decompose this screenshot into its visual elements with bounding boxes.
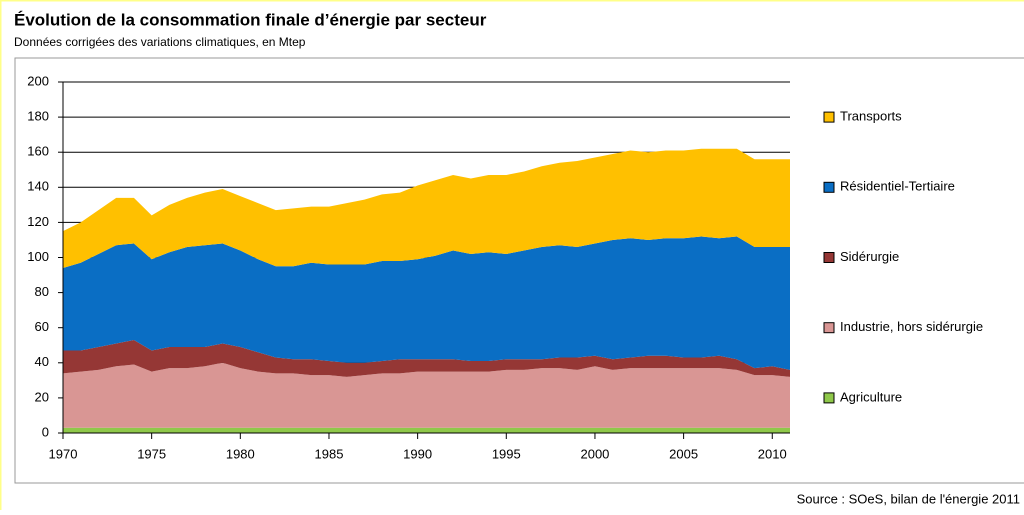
legend-label: Agriculture <box>840 389 902 404</box>
x-tick-label: 1990 <box>403 446 432 461</box>
chart-title: Évolution de la consommation finale d’én… <box>14 10 487 29</box>
legend-swatch <box>824 323 834 333</box>
area <box>63 363 790 428</box>
y-tick-label: 40 <box>35 354 49 369</box>
x-tick-label: 2005 <box>669 446 698 461</box>
y-tick-label: 60 <box>35 319 49 334</box>
y-tick-label: 200 <box>27 73 49 88</box>
y-tick-label: 20 <box>35 389 49 404</box>
chart-subtitle: Données corrigées des variations climati… <box>14 35 306 49</box>
legend-label: Industrie, hors sidérurgie <box>840 319 983 334</box>
y-tick-label: 140 <box>27 179 49 194</box>
y-tick-label: 160 <box>27 144 49 159</box>
area <box>63 428 790 433</box>
x-tick-label: 1970 <box>49 446 78 461</box>
y-tick-label: 80 <box>35 284 49 299</box>
legend-swatch <box>824 182 834 192</box>
y-tick-label: 120 <box>27 214 49 229</box>
x-tick-label: 1985 <box>315 446 344 461</box>
legend-label: Transports <box>840 109 902 124</box>
legend-label: Sidérurgie <box>840 249 899 264</box>
x-tick-label: 1995 <box>492 446 521 461</box>
y-tick-label: 0 <box>42 424 49 439</box>
y-tick-label: 180 <box>27 109 49 124</box>
legend-swatch <box>824 112 834 122</box>
legend-swatch <box>824 253 834 263</box>
source: Source : SOeS, bilan de l'énergie 2011 <box>797 491 1020 506</box>
legend-swatch <box>824 393 834 403</box>
x-tick-label: 1975 <box>137 446 166 461</box>
legend-label: Résidentiel-Tertiaire <box>840 179 955 194</box>
x-tick-label: 2000 <box>580 446 609 461</box>
x-tick-label: 1980 <box>226 446 255 461</box>
x-tick-label: 2010 <box>758 446 787 461</box>
y-tick-label: 100 <box>27 249 49 264</box>
